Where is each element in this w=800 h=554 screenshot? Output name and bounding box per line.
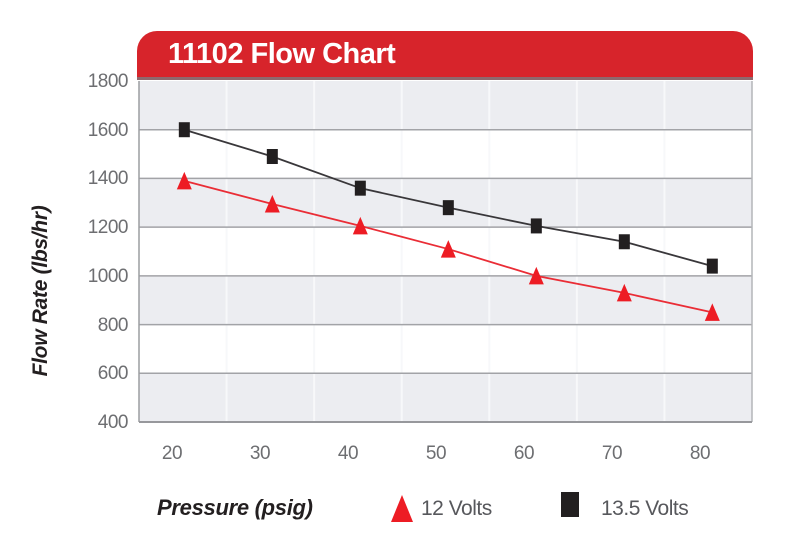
data-point-13-5-volts-81 [706, 258, 718, 274]
plot-band [139, 275, 752, 325]
x-tick-label-20: 20 [161, 443, 183, 464]
y-tick-label-1400: 1400 [87, 168, 129, 190]
data-point-13-5-volts-31 [266, 149, 278, 165]
plot-band [139, 81, 752, 130]
y-tick-label-1200: 1200 [87, 217, 129, 239]
data-point-12-volts-41 [352, 216, 368, 235]
x-tick-label-60: 60 [513, 443, 535, 464]
legend-label-13-5-volts: 13.5 Volts [601, 497, 689, 520]
x-tick-label-70: 70 [601, 443, 623, 464]
data-point-13-5-volts-71 [618, 234, 630, 250]
data-point-12-volts-61 [528, 266, 544, 285]
y-tick-label-400: 400 [97, 412, 129, 433]
x-tick-label-30: 30 [249, 443, 271, 464]
y-tick-label-1000: 1000 [87, 265, 129, 287]
chart-title-banner: 11102 Flow Chart [137, 31, 753, 80]
y-tick-label-1800: 1800 [87, 71, 129, 92]
x-tick-label-50: 50 [425, 443, 447, 464]
data-point-12-volts-81 [704, 303, 720, 321]
chart-title: 11102 Flow Chart [168, 38, 396, 70]
x-axis-title: Pressure (psig) [157, 495, 313, 520]
triangle-marker-icon [391, 495, 413, 522]
data-point-13-5-volts-51 [442, 200, 454, 216]
data-point-12-volts-21 [176, 171, 192, 190]
plot-band [139, 129, 752, 179]
square-marker-icon [561, 492, 579, 517]
y-axis-title: Flow Rate (lbs/hr) [29, 205, 52, 377]
y-tick-label-1600: 1600 [87, 119, 129, 141]
data-point-12-volts-31 [264, 195, 280, 213]
data-point-12-volts-71 [616, 283, 632, 302]
x-tick-label-80: 80 [689, 443, 711, 464]
legend-label-12-volts: 12 Volts [421, 497, 492, 520]
plot-band [139, 324, 752, 374]
plot-band [139, 373, 752, 422]
x-tick-label-40: 40 [337, 443, 359, 464]
data-point-12-volts-51 [440, 240, 456, 258]
data-point-13-5-volts-41 [354, 180, 366, 196]
data-point-13-5-volts-61 [530, 218, 542, 234]
y-tick-label-600: 600 [97, 363, 129, 385]
data-point-13-5-volts-21 [178, 122, 190, 138]
y-tick-label-800: 800 [97, 314, 129, 336]
